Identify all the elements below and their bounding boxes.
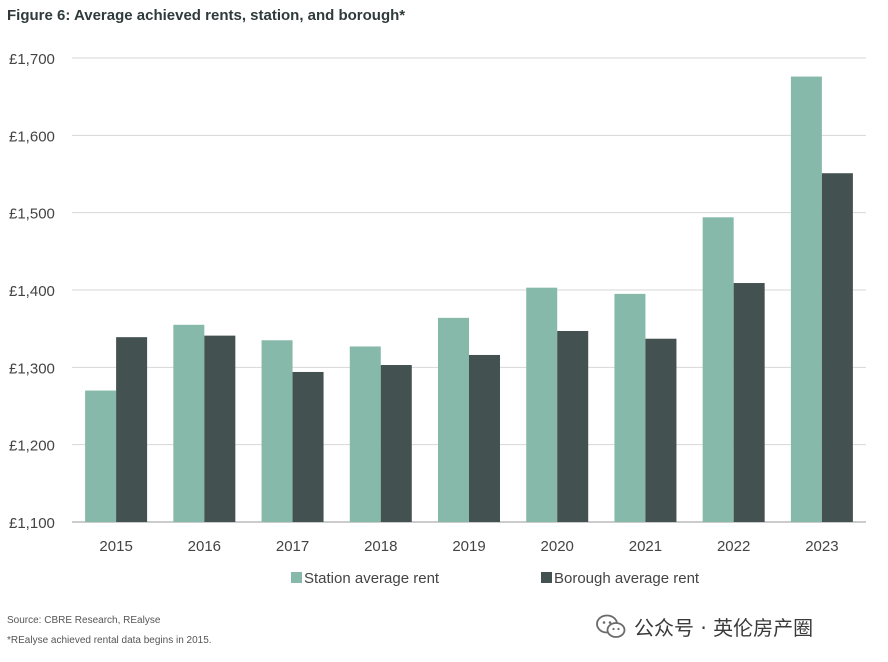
x-tick-label: 2016 (188, 538, 221, 555)
y-tick-label: £1,200 (9, 438, 55, 455)
legend-swatch (541, 572, 552, 583)
x-tick-label: 2019 (452, 538, 485, 555)
bar-chart: £1,100 £1,200 £1,300 £1,400 £1,500 £1,600 £1,7… (9, 51, 866, 587)
bar-borough (116, 337, 148, 522)
bar-borough (469, 354, 500, 522)
bar-station (614, 293, 646, 522)
x-tick-label: 2023 (805, 538, 838, 555)
bar-station (438, 317, 469, 522)
x-tick-label: 2018 (364, 538, 397, 555)
x-tick-label: 2015 (99, 538, 132, 555)
bar-station (790, 76, 822, 522)
bar-station (526, 287, 558, 522)
x-tick-label: 2017 (276, 538, 309, 555)
bar-station (349, 346, 381, 522)
x-tick-label: 2022 (717, 538, 750, 555)
bar-station (85, 390, 117, 522)
legend-label: Station average rent (304, 570, 440, 587)
bar-station (702, 217, 734, 522)
bar-borough (733, 283, 765, 522)
watermark-text: 公众号 · 英伦房产圈 (634, 616, 814, 640)
y-tick-label: £1,700 (9, 51, 55, 68)
wechat-icon (596, 614, 626, 638)
y-tick-label: £1,400 (9, 283, 55, 300)
legend-swatch (291, 572, 302, 583)
bar-borough (380, 365, 412, 522)
bar-borough (645, 338, 677, 522)
watermark: 公众号 · 英伦房产圈 (596, 612, 813, 641)
bar-borough (292, 371, 324, 522)
legend-label: Borough average rent (554, 570, 700, 587)
y-tick-label: £1,100 (9, 515, 55, 532)
x-tick-label: 2020 (541, 538, 574, 555)
x-tick-label: 2021 (629, 538, 662, 555)
chart-title: Figure 6: Average achieved rents, statio… (7, 7, 406, 24)
bar-station (261, 340, 293, 522)
bar-borough (204, 335, 236, 522)
bar-borough (557, 330, 589, 522)
bar-borough (821, 173, 853, 522)
source-note: Source: CBRE Research, REalyse (7, 615, 161, 626)
y-tick-label: £1,300 (9, 360, 55, 377)
bar-station (173, 324, 205, 522)
footnote: *REalyse achieved rental data begins in … (7, 635, 212, 646)
y-tick-label: £1,600 (9, 128, 55, 145)
y-tick-label: £1,500 (9, 206, 55, 223)
